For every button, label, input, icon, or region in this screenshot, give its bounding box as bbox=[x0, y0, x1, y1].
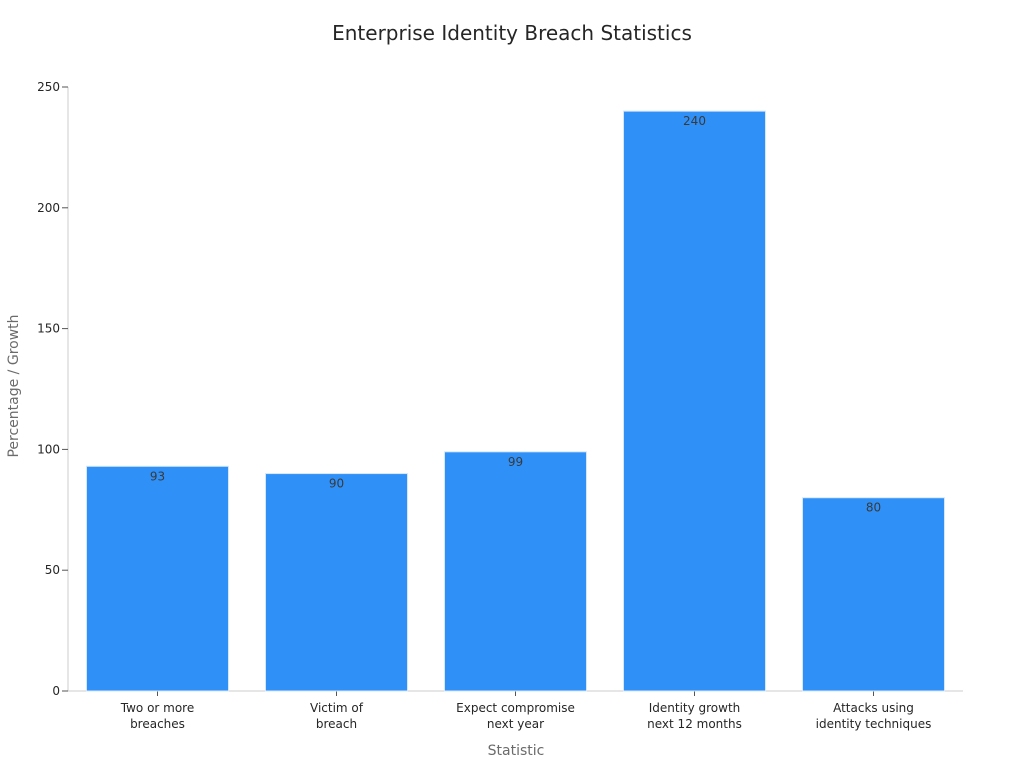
x-tick-label: Identity growth next 12 months bbox=[647, 701, 742, 731]
bar bbox=[265, 473, 408, 692]
y-tick-label: 200 bbox=[37, 201, 60, 215]
bar-value-label: 99 bbox=[508, 455, 523, 469]
bar bbox=[86, 465, 229, 692]
bar bbox=[802, 497, 945, 692]
chart-title: Enterprise Identity Breach Statistics bbox=[332, 21, 692, 45]
bar bbox=[623, 110, 766, 692]
bar-value-label: 90 bbox=[329, 477, 344, 491]
y-tick-label: 50 bbox=[45, 563, 60, 577]
x-tick-label: Attacks using identity techniques bbox=[816, 701, 932, 731]
bar-value-label: 93 bbox=[150, 469, 165, 483]
y-tick-label: 150 bbox=[37, 322, 60, 336]
bars bbox=[86, 110, 945, 692]
y-tick-label: 250 bbox=[37, 80, 60, 94]
y-tick-label: 100 bbox=[37, 442, 60, 456]
bar-value-label: 80 bbox=[866, 501, 881, 515]
x-axis-title: Statistic bbox=[488, 743, 545, 759]
x-tick-label: Expect compromise next year bbox=[456, 701, 575, 731]
labels: 93 Two or more breaches 90 Victim of breach 99… bbox=[120, 114, 932, 731]
y-axis-title: Percentage / Growth bbox=[6, 314, 22, 457]
bar-value-label: 240 bbox=[683, 114, 706, 128]
x-tick-label: Two or more breaches bbox=[120, 701, 195, 731]
x-tick-label: Victim of breach bbox=[310, 701, 364, 731]
bar bbox=[444, 451, 587, 692]
y-tick-label: 0 bbox=[52, 684, 60, 698]
